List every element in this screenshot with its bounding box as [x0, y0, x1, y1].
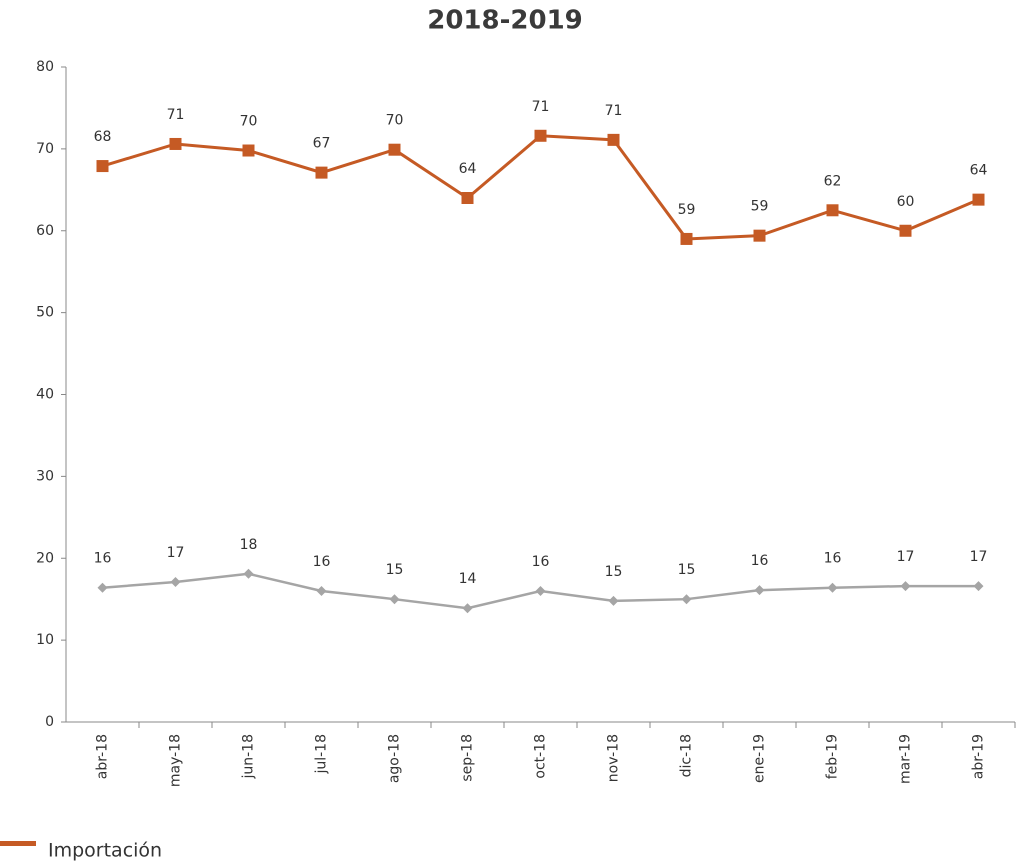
data-label: 71 — [167, 107, 185, 123]
point — [96, 160, 109, 173]
x-tick-label: abr-19 — [971, 734, 987, 779]
point — [826, 204, 839, 217]
point — [462, 603, 473, 614]
data-label: 62 — [824, 173, 842, 189]
point — [607, 133, 620, 146]
legend-swatch — [0, 841, 36, 846]
y-tick-label: 40 — [36, 387, 54, 403]
data-label: 71 — [532, 99, 550, 115]
data-label: 64 — [970, 163, 988, 179]
point — [170, 576, 181, 587]
x-tick-label: nov-18 — [606, 734, 622, 782]
y-tick-label: 80 — [36, 59, 54, 75]
data-label: 16 — [824, 551, 842, 567]
x-tick-label: ene-19 — [752, 734, 768, 783]
data-label: 70 — [240, 114, 258, 130]
point — [534, 129, 547, 142]
point — [242, 144, 255, 157]
point — [753, 229, 766, 242]
series-line — [102, 134, 980, 241]
point — [900, 581, 911, 592]
x-tick-label: sep-18 — [460, 734, 476, 782]
x-tick-label: oct-18 — [533, 734, 549, 779]
y-tick-label: 20 — [36, 550, 54, 566]
y-tick-label: 30 — [36, 468, 54, 484]
data-label: 17 — [167, 545, 185, 561]
point — [899, 224, 912, 237]
data-label: 67 — [313, 136, 331, 152]
x-tick-label: mar-19 — [898, 734, 914, 784]
data-label: 17 — [970, 549, 988, 565]
point — [243, 568, 254, 579]
x-tick-label: jun-18 — [241, 734, 257, 780]
point — [389, 594, 400, 605]
data-label: 15 — [678, 562, 696, 578]
data-label: 18 — [240, 537, 258, 553]
x-tick-label: abr-18 — [95, 734, 111, 779]
x-tick-label: ago-18 — [387, 734, 403, 783]
point — [388, 143, 401, 156]
y-tick-label: 70 — [36, 141, 54, 157]
data-label: 16 — [94, 551, 112, 567]
x-tick-label: may-18 — [168, 734, 184, 787]
data-label: 14 — [459, 571, 477, 587]
data-label: 16 — [313, 554, 331, 570]
data-label: 16 — [751, 553, 769, 569]
data-label: 15 — [386, 562, 404, 578]
data-label: 60 — [897, 194, 915, 210]
x-tick-label: feb-19 — [825, 734, 841, 779]
data-label: 68 — [94, 129, 112, 145]
y-tick-label: 0 — [45, 714, 54, 730]
data-label: 70 — [386, 113, 404, 129]
point — [681, 594, 692, 605]
point — [97, 582, 108, 593]
point — [169, 137, 182, 150]
legend-label: Importación — [48, 840, 162, 862]
y-tick-label: 60 — [36, 223, 54, 239]
point — [608, 595, 619, 606]
point — [461, 192, 474, 204]
data-label: 59 — [751, 199, 769, 215]
x-tick-label: jul-18 — [314, 734, 330, 775]
data-label: 17 — [897, 549, 915, 565]
y-tick-label: 50 — [36, 305, 54, 321]
data-label: 71 — [605, 103, 623, 119]
point — [315, 166, 328, 179]
point — [535, 586, 546, 596]
point — [754, 585, 765, 596]
y-tick-label: 10 — [36, 632, 54, 648]
point — [680, 232, 693, 245]
data-label: 64 — [459, 161, 477, 177]
point — [316, 586, 327, 596]
point — [827, 582, 838, 593]
data-label: 59 — [678, 202, 696, 218]
data-label: 15 — [605, 564, 623, 580]
point — [973, 581, 984, 592]
x-tick-label: dic-18 — [679, 734, 695, 777]
chart-title: 2018-2019 — [427, 6, 583, 36]
point — [972, 193, 985, 206]
data-label: 16 — [532, 554, 550, 570]
